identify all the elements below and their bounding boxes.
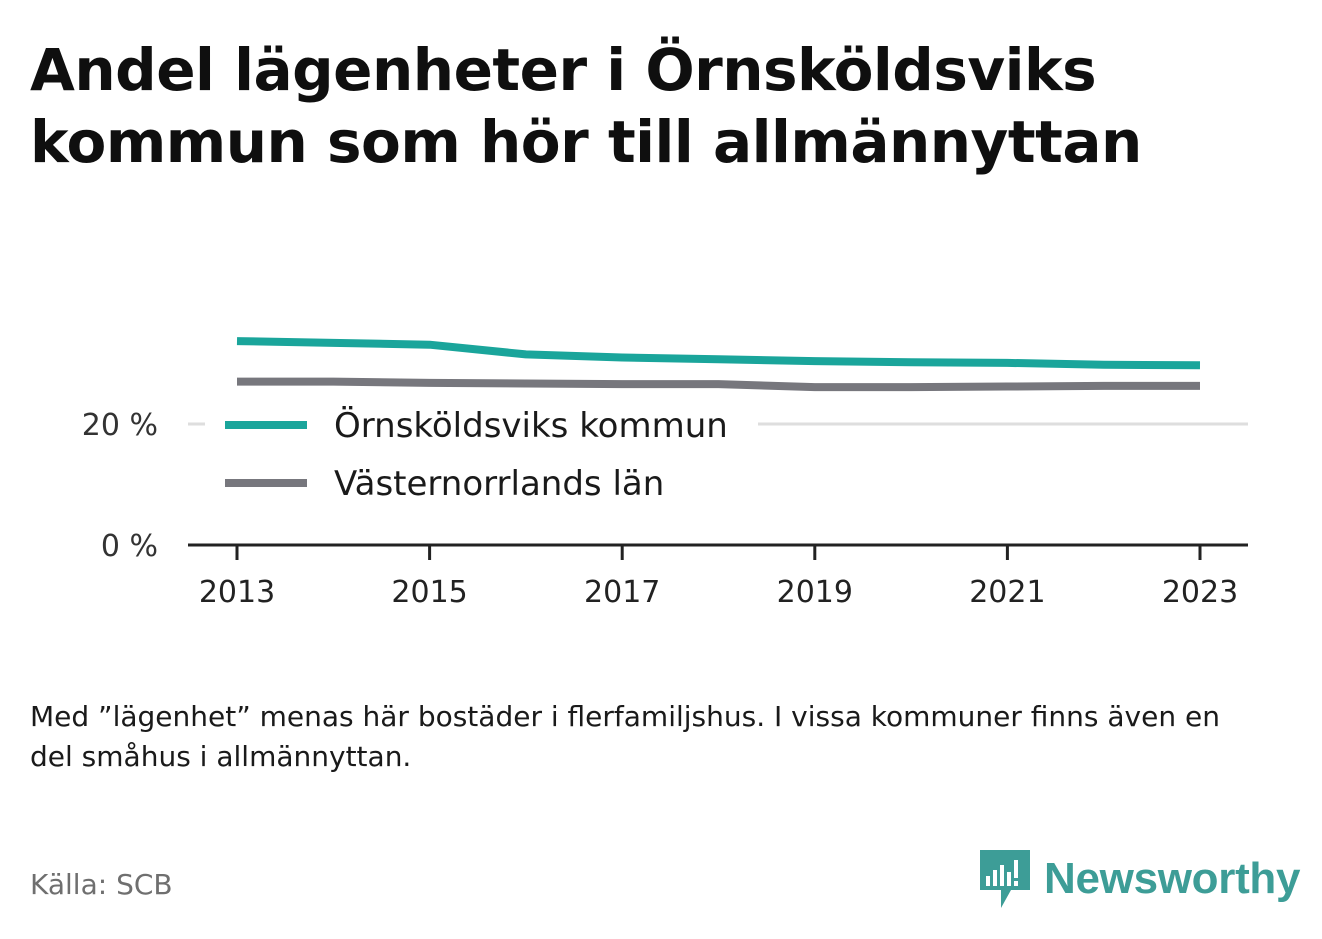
source-label: Källa: SCB [30, 868, 173, 901]
x-tick-label: 2023 [1162, 575, 1238, 610]
legend: Örnsköldsviks kommun Västernorrlands län [205, 397, 758, 511]
legend-label: Västernorrlands län [334, 464, 664, 504]
brand-name: Newsworthy [1044, 854, 1301, 903]
newsworthy-logo-icon [980, 850, 1030, 908]
y-tick-label: 0 % [101, 529, 158, 564]
x-tick-label: 2013 [199, 575, 275, 610]
series-line [237, 377, 1200, 392]
x-tick-label: 2017 [584, 575, 660, 610]
y-tick-label: 20 % [82, 408, 158, 443]
brand-logo[interactable]: Newsworthy [980, 848, 1300, 910]
series-line [236, 337, 1201, 370]
legend-background [205, 397, 758, 511]
chart-note: Med ”lägenhet” menas här bostäder i fler… [30, 700, 1220, 773]
legend-label: Örnsköldsviks kommun [334, 405, 728, 446]
axes: 0 % 20 % 2013 2015 2017 2019 2021 2023 [82, 408, 1248, 610]
x-tick-label: 2019 [777, 575, 853, 610]
chart-title: Andel lägenheter i Örnsköldsviks kommun … [30, 36, 1142, 176]
x-tick-label: 2015 [391, 575, 467, 610]
x-tick-label: 2021 [969, 575, 1045, 610]
series-lines [236, 337, 1201, 392]
